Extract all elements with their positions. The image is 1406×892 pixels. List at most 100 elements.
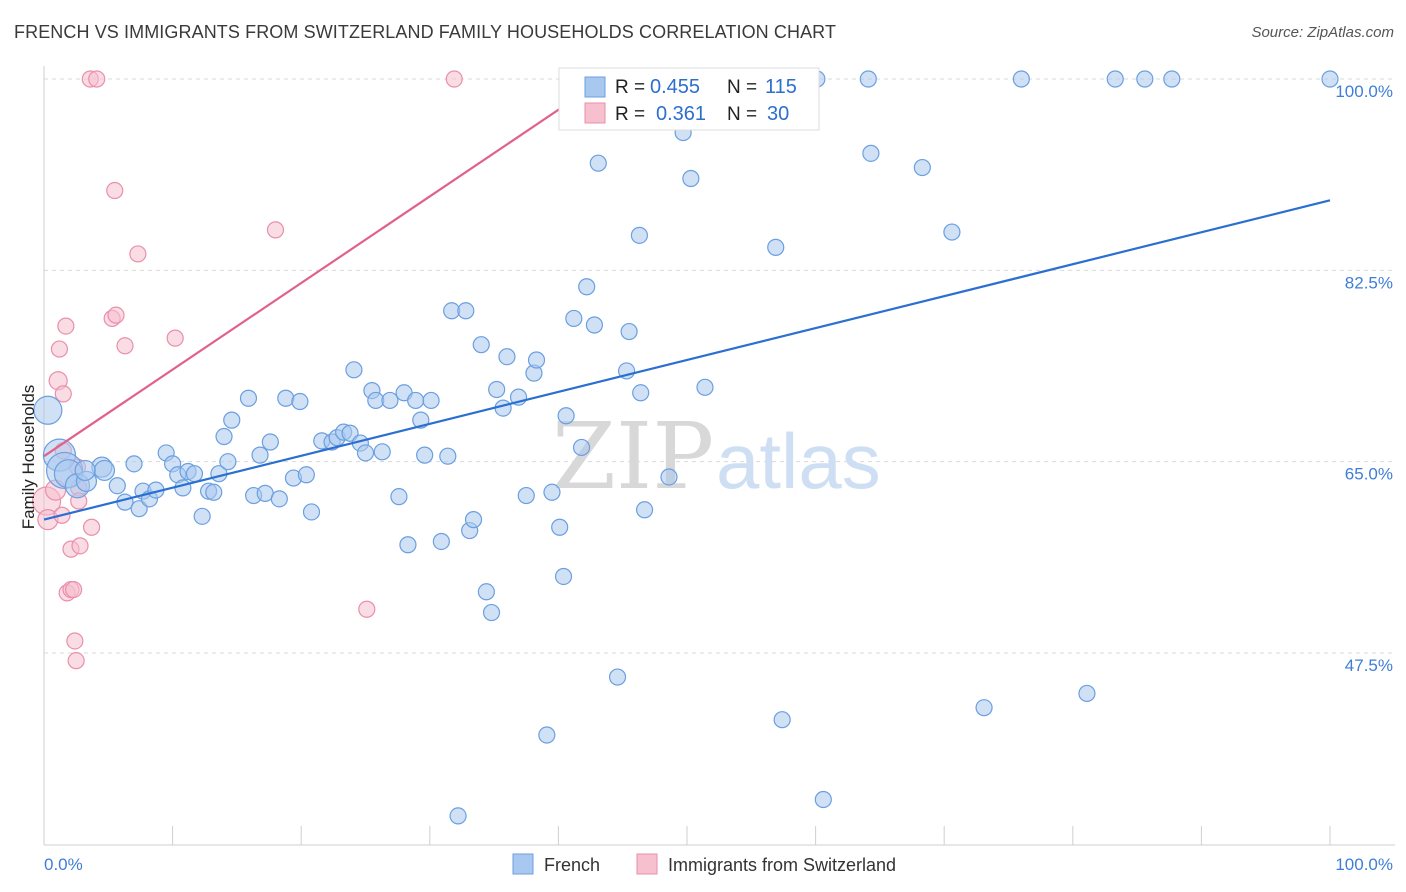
y-tick-label: 100.0% (1335, 82, 1393, 101)
french-point (302, 503, 321, 521)
swiss-trendline (43, 105, 565, 458)
swiss-point (54, 385, 72, 403)
french-r-label: R = (615, 77, 645, 98)
swiss-point (106, 181, 124, 200)
french-point (682, 169, 700, 188)
swiss-n-value: 30 (767, 103, 789, 125)
french-point (814, 790, 832, 809)
french-points (33, 68, 1339, 825)
french-point (589, 154, 607, 172)
french-point (554, 567, 573, 586)
french-point (291, 392, 309, 411)
french-point (270, 490, 288, 508)
bottom-legend: French Immigrants from Switzerland (512, 853, 896, 875)
french-point (538, 726, 556, 744)
french-point (630, 226, 649, 244)
y-tick-label: 47.5% (1345, 656, 1393, 675)
swiss-point (129, 245, 147, 263)
french-point (125, 455, 143, 473)
swiss-n-label: N = (727, 104, 757, 125)
french-point (399, 536, 417, 554)
french-point (1321, 70, 1339, 88)
swiss-point (82, 518, 101, 536)
french-point (477, 583, 495, 601)
french-point (108, 477, 126, 495)
french-point (557, 407, 575, 425)
french-point (620, 322, 638, 341)
legend-swiss-swatch (636, 853, 658, 875)
chart-title: FRENCH VS IMMIGRANTS FROM SWITZERLAND FA… (14, 22, 837, 42)
french-point (578, 278, 596, 296)
gridlines (44, 78, 1395, 654)
french-point (943, 223, 961, 241)
french-point (660, 468, 678, 486)
french-point (457, 302, 475, 320)
tick-labels: 47.5% 65.0% 82.5% 100.0% 0.0% 100.0% (44, 82, 1393, 874)
legend-french-label: French (544, 855, 600, 875)
french-point (74, 459, 96, 482)
french-point (482, 603, 501, 622)
french-point (913, 158, 931, 177)
french-point (449, 807, 467, 825)
swiss-swatch (584, 102, 606, 124)
french-point (422, 391, 440, 410)
french-point (551, 518, 569, 536)
watermark: ZIP atlas (552, 403, 881, 510)
french-point (608, 668, 627, 686)
french-point (219, 453, 237, 471)
french-point (205, 483, 223, 501)
french-swatch (584, 76, 606, 98)
watermark-atlas: atlas (716, 417, 881, 505)
french-point (215, 427, 233, 446)
french-n-label: N = (727, 77, 757, 98)
french-point (565, 309, 583, 328)
swiss-point (88, 70, 106, 88)
french-point (93, 459, 116, 482)
french-point (696, 378, 714, 396)
french-point (439, 447, 457, 465)
french-point (527, 351, 546, 369)
french-point (356, 444, 375, 462)
swiss-point (166, 329, 184, 347)
french-point (767, 238, 785, 256)
x-tick-label: 100.0% (1335, 855, 1393, 874)
french-point (635, 501, 654, 519)
french-point (373, 443, 391, 461)
french-point (1012, 70, 1030, 88)
french-point (585, 316, 604, 334)
swiss-point (358, 600, 376, 618)
french-trendline (43, 199, 1331, 521)
legend-french-swatch (512, 853, 534, 875)
watermark-zip: ZIP (552, 403, 714, 510)
swiss-point (445, 70, 463, 88)
legend-swiss-label: Immigrants from Switzerland (668, 855, 896, 875)
swiss-points (31, 70, 463, 670)
french-point (572, 438, 591, 457)
french-point (261, 433, 279, 451)
trendlines (43, 105, 1331, 521)
swiss-point (57, 317, 75, 335)
french-point (185, 465, 204, 483)
x-tick-label: 0.0% (44, 855, 83, 874)
swiss-point (266, 221, 285, 239)
french-point (498, 348, 516, 366)
french-point (1106, 70, 1124, 88)
french-r-value: 0.455 (650, 76, 700, 98)
french-point (193, 507, 211, 525)
swiss-point (64, 580, 83, 599)
french-point (543, 483, 561, 501)
french-point (464, 511, 483, 529)
source-credit: Source: ZipAtlas.com (1251, 24, 1394, 41)
french-point (862, 144, 880, 162)
french-point (432, 532, 450, 551)
french-point (773, 711, 791, 729)
french-point (33, 395, 63, 425)
french-point (390, 488, 408, 506)
french-point (407, 391, 425, 410)
y-axis-title: Family Households (19, 385, 38, 530)
swiss-point (50, 340, 69, 358)
y-tick-label: 65.0% (1345, 465, 1393, 484)
swiss-point (71, 537, 89, 555)
french-point (1078, 684, 1096, 703)
